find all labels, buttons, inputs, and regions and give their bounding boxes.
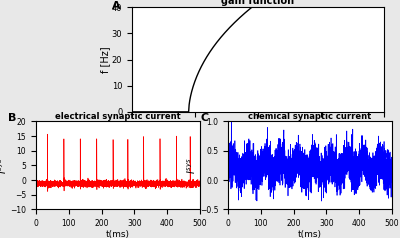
Title: gain function: gain function	[222, 0, 294, 6]
Y-axis label: f [Hz]: f [Hz]	[100, 46, 110, 73]
Y-axis label: $I^{sys}$: $I^{sys}$	[0, 157, 9, 174]
Text: B: B	[8, 113, 16, 123]
Y-axis label: $I^{sys}$: $I^{sys}$	[186, 157, 198, 174]
X-axis label: t(ms): t(ms)	[106, 230, 130, 238]
Text: A: A	[112, 1, 120, 11]
X-axis label: $I^{DC}$: $I^{DC}$	[250, 132, 266, 146]
X-axis label: t(ms): t(ms)	[298, 230, 322, 238]
Title: chemical synaptic current: chemical synaptic current	[248, 112, 372, 121]
Title: electrical synaptic current: electrical synaptic current	[55, 112, 181, 121]
Text: C: C	[200, 113, 208, 123]
